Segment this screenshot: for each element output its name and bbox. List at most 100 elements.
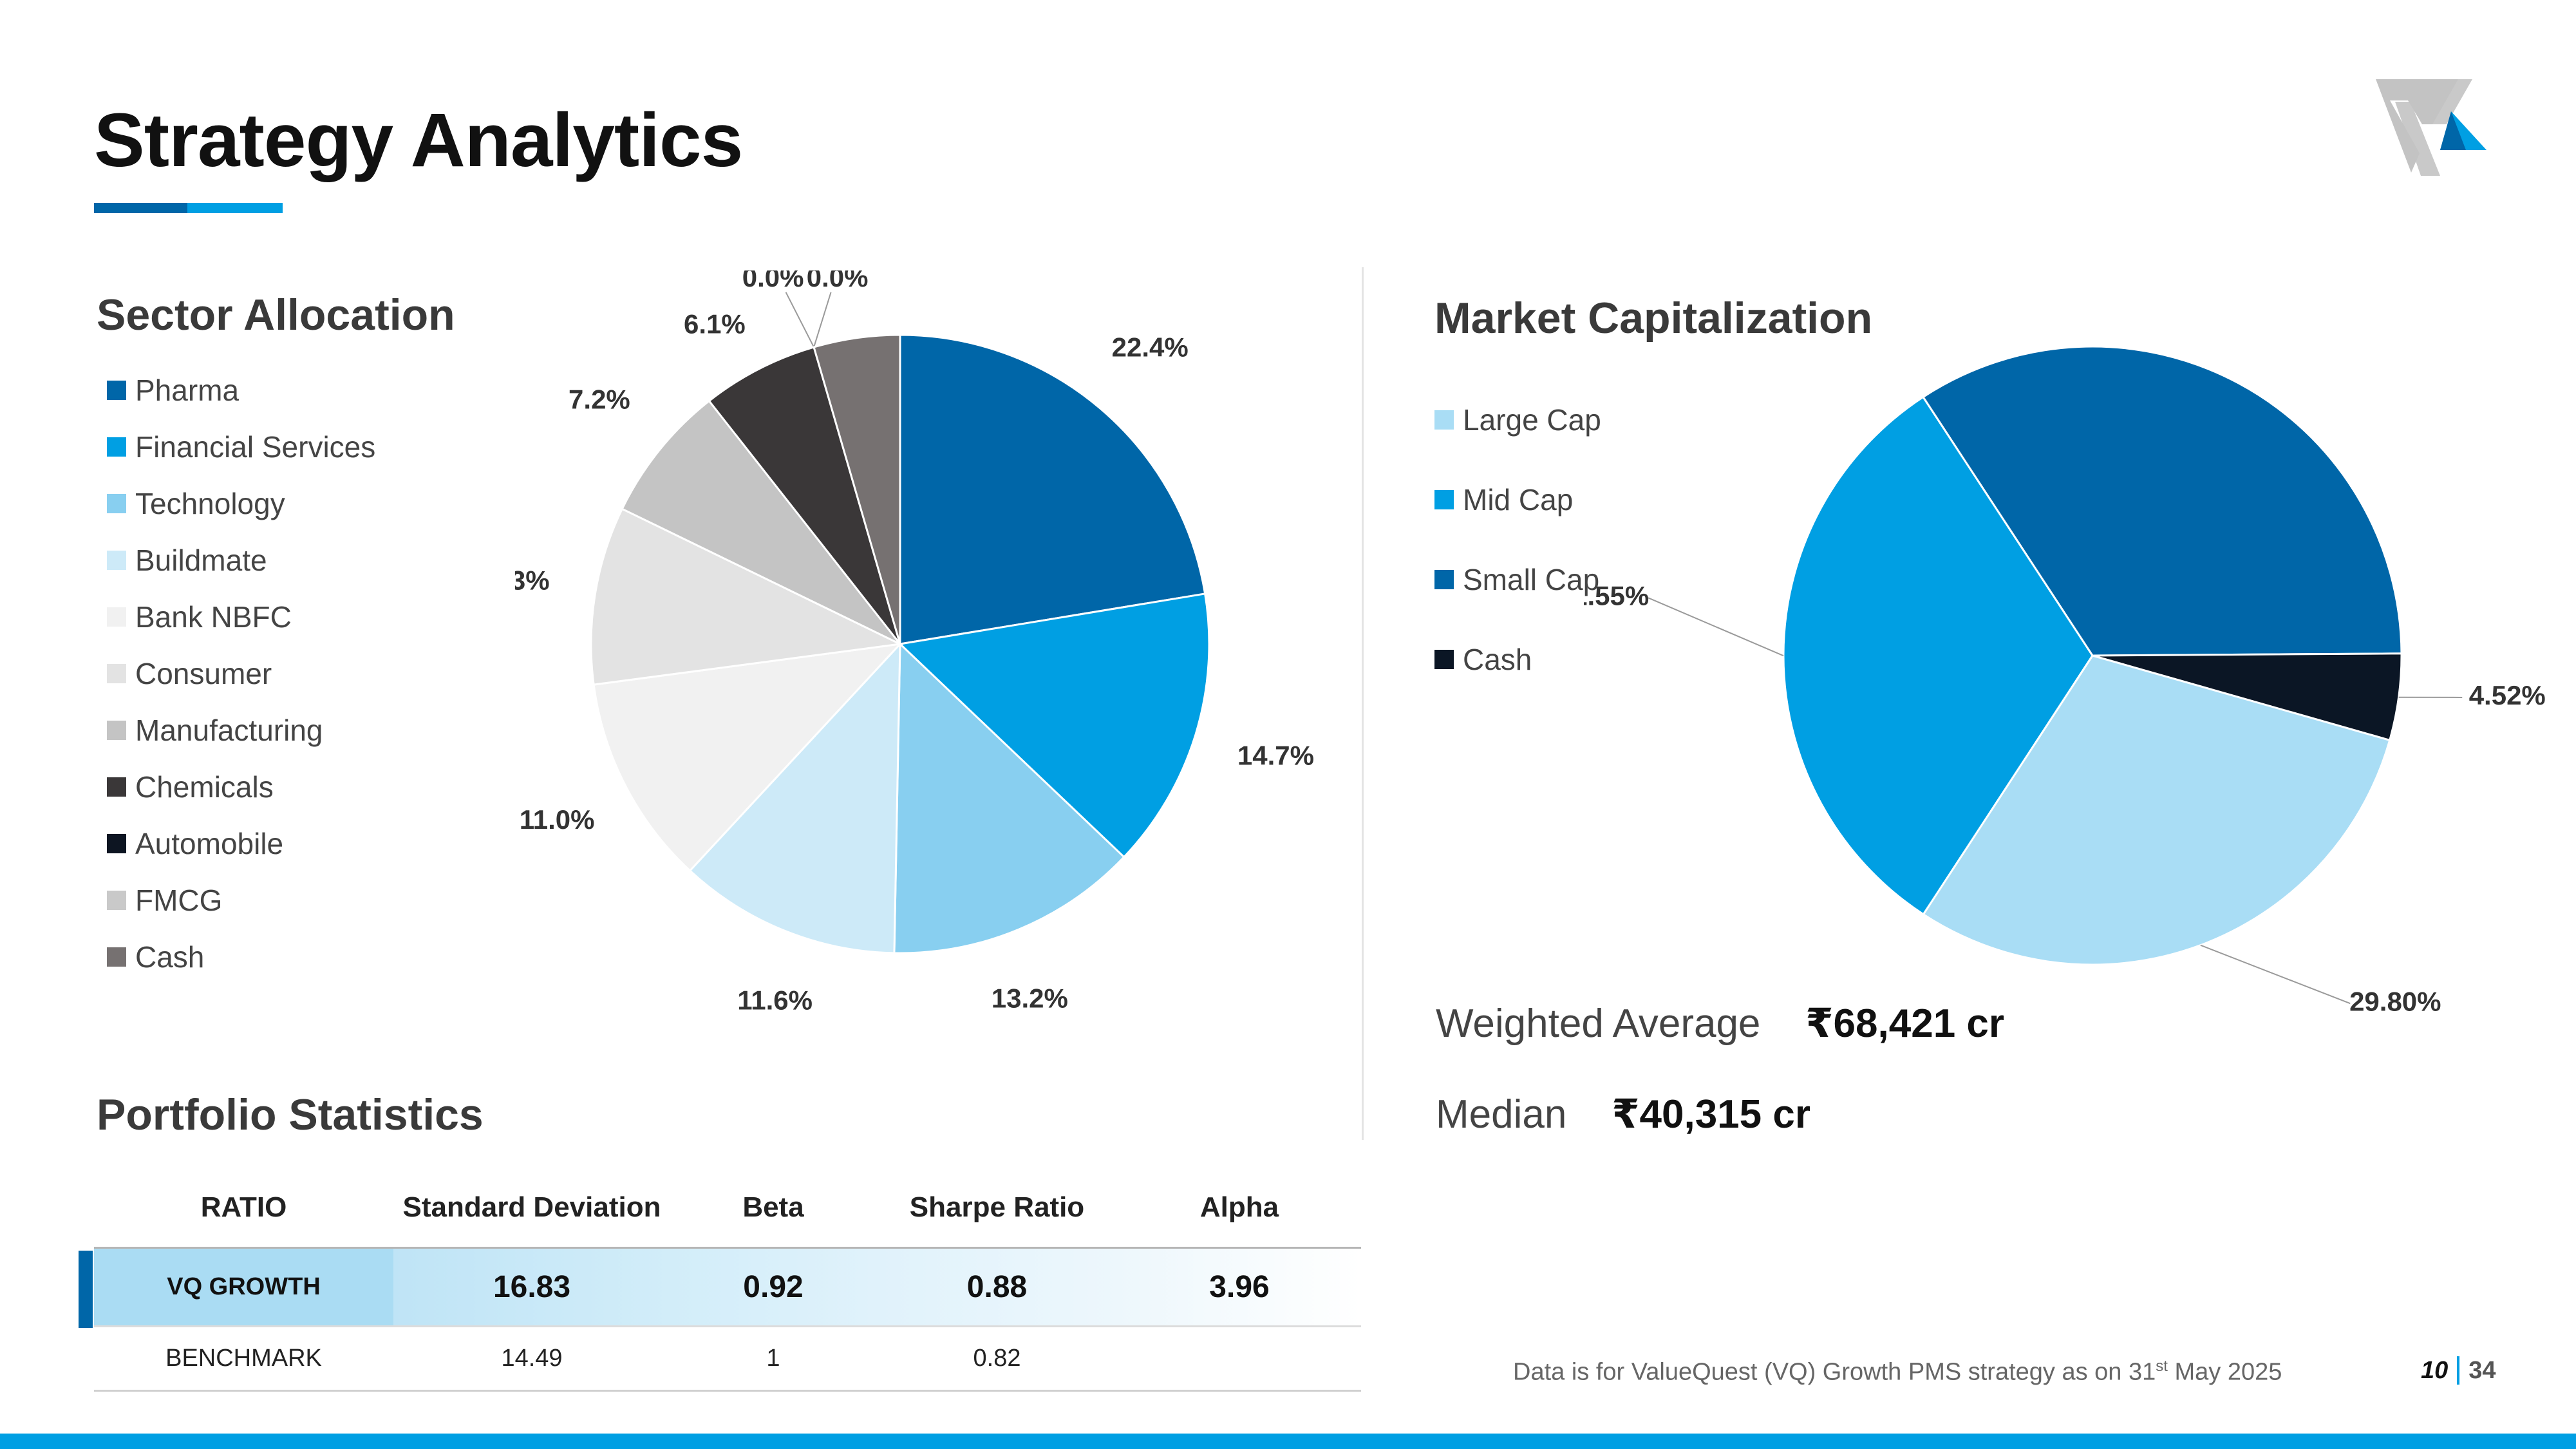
sector-legend-technology: Technology: [107, 475, 375, 532]
legend-label: Automobile: [135, 827, 284, 860]
sector-slice-buildmate: [688, 641, 901, 954]
legend-swatch: [107, 777, 126, 797]
legend-swatch: [107, 664, 126, 683]
sector-legend-automobile: Automobile: [107, 815, 375, 872]
sector-data-label-chemicals: 6.1%: [684, 308, 746, 339]
legend-label: Pharma: [135, 374, 240, 407]
table-row-benchmark: BENCHMARK 14.49 1 0.82: [94, 1326, 1361, 1392]
vq-growth-label: VQ GROWTH: [94, 1246, 393, 1327]
weighted-average-label: Weighted Average: [1436, 1001, 1761, 1046]
weighted-average-line: Weighted Average ₹68,421 cr: [1436, 999, 2004, 1046]
header-ratio: RATIO: [200, 1191, 287, 1224]
legend-swatch: [107, 494, 126, 513]
legend-label: FMCG: [135, 884, 223, 917]
portfolio-statistics-title: Portfolio Statistics: [97, 1090, 484, 1139]
sector-data-label-cash: 4.5%: [815, 270, 877, 274]
footnote-date: May 2025: [2167, 1358, 2282, 1386]
sector-leader-line: [813, 292, 832, 348]
legend-swatch: [107, 834, 126, 853]
market-cap-legend: Large Cap Mid Cap Small Cap Cash: [1434, 380, 1601, 699]
legend-swatch: [107, 551, 126, 570]
legend-label: Technology: [135, 487, 285, 520]
sector-legend-manufacturing: Manufacturing: [107, 702, 375, 759]
benchmark-sharpe: 0.82: [876, 1326, 1118, 1392]
legend-swatch: [1434, 410, 1454, 430]
sector-slice-chemicals: [708, 346, 901, 645]
sector-slice-technology: [893, 641, 1125, 954]
market-cap-title: Market Capitalization: [1434, 294, 1873, 343]
sector-legend-fmcg: FMCG: [107, 872, 375, 929]
market-cap-slice-mid-cap: [1782, 395, 2094, 916]
market-cap-data-label-cash: 4.52%: [2469, 680, 2546, 710]
sector-legend-cash: Cash: [107, 929, 375, 985]
legend-swatch: [1434, 490, 1454, 509]
legend-label: Bank NBFC: [135, 600, 292, 634]
legend-label: Manufacturing: [135, 714, 323, 747]
company-logo: [2376, 79, 2487, 176]
benchmark-label: BENCHMARK: [94, 1326, 393, 1392]
legend-label: Small Cap: [1463, 563, 1600, 596]
legend-label: Buildmate: [135, 544, 267, 577]
logo-grey-shape: [2376, 79, 2472, 176]
portfolio-statistics-table: RATIO Standard Deviation Beta Sharpe Rat…: [94, 1169, 1361, 1392]
sector-data-label-financial-services: 14.7%: [1237, 741, 1314, 771]
vq-growth-sharpe: 0.88: [876, 1246, 1118, 1327]
market-cap-pie-chart: 34.12%4.52%29.80%31.55%: [1584, 345, 2546, 1011]
sector-slice-financial-services: [898, 592, 1210, 858]
legend-swatch: [107, 891, 126, 910]
sector-slice-cash: [813, 334, 901, 645]
header-standard-deviation: Standard Deviation: [402, 1191, 661, 1224]
legend-swatch: [107, 381, 126, 400]
highlight-row-marker: [79, 1251, 93, 1328]
market-cap-legend-large-cap: Large Cap: [1434, 380, 1601, 460]
page-total: 34: [2468, 1356, 2496, 1384]
bottom-accent-bar: [0, 1434, 2576, 1449]
market-cap-legend-small-cap: Small Cap: [1434, 540, 1601, 620]
sector-allocation-title: Sector Allocation: [97, 290, 455, 339]
sector-legend-buildmate: Buildmate: [107, 532, 375, 589]
legend-label: Financial Services: [135, 430, 376, 464]
sector-slice-pharma: [899, 334, 1207, 645]
sector-pie-chart: 22.4% 14.7% 13.2% 11.6% 11.0% 9.3% 7.2% 6.1% 0.0…: [515, 270, 1314, 1011]
sector-data-label-automobile: 0.0%: [742, 270, 804, 292]
sector-legend-consumer: Consumer: [107, 645, 375, 702]
header-beta: Beta: [742, 1191, 804, 1224]
sector-legend-pharma: Pharma: [107, 362, 375, 419]
sector-slice-manufacturing: [621, 399, 901, 645]
footnote-sup: st: [2156, 1358, 2168, 1375]
sector-data-label-fmcg: 0.0%: [807, 270, 869, 292]
legend-swatch: [107, 721, 126, 740]
footnote: Data is for ValueQuest (VQ) Growth PMS s…: [1513, 1358, 2282, 1387]
market-cap-leader-line: [2200, 944, 2351, 1005]
page-separator: [2457, 1356, 2460, 1385]
market-cap-data-label-large-cap: 29.80%: [2349, 986, 2441, 1011]
table-row-vq-growth: VQ GROWTH 16.83 0.92 0.88 3.96: [94, 1246, 1361, 1327]
median-label: Median: [1436, 1092, 1567, 1137]
title-underline: [94, 203, 283, 213]
sector-data-label-manufacturing: 7.2%: [569, 384, 630, 414]
sector-legend-financial-services: Financial Services: [107, 419, 375, 475]
page-number: 10 34: [2421, 1356, 2496, 1385]
legend-label: Cash: [1463, 643, 1532, 676]
legend-swatch: [107, 607, 126, 627]
legend-swatch: [107, 437, 126, 457]
header-sharpe-ratio: Sharpe Ratio: [909, 1191, 1085, 1224]
weighted-average-value: ₹68,421 cr: [1805, 1001, 2005, 1046]
sector-legend-chemicals: Chemicals: [107, 759, 375, 815]
sector-data-label-bank-nbfc: 11.0%: [520, 804, 595, 835]
legend-label: Mid Cap: [1463, 483, 1574, 516]
market-cap-data-label-mid-cap: 31.55%: [1584, 580, 1649, 611]
sector-legend: Pharma Financial Services Technology Buildm…: [107, 362, 375, 985]
footnote-text: Data is for ValueQuest (VQ) Growth PMS s…: [1513, 1358, 2156, 1386]
median-value: ₹40,315 cr: [1612, 1092, 1810, 1137]
sector-data-label-buildmate: 11.6%: [737, 985, 813, 1011]
page-current: 10: [2421, 1356, 2449, 1384]
legend-label: Chemicals: [135, 770, 274, 804]
legend-swatch: [107, 947, 126, 967]
sector-leader-line: [785, 292, 814, 348]
sector-slice-bank-nbfc: [592, 642, 903, 873]
market-cap-legend-cash: Cash: [1434, 620, 1601, 699]
market-cap-leader-line: [1648, 597, 1784, 657]
benchmark-std-dev: 14.49: [393, 1326, 670, 1392]
median-line: Median ₹40,315 cr: [1436, 1090, 1810, 1137]
